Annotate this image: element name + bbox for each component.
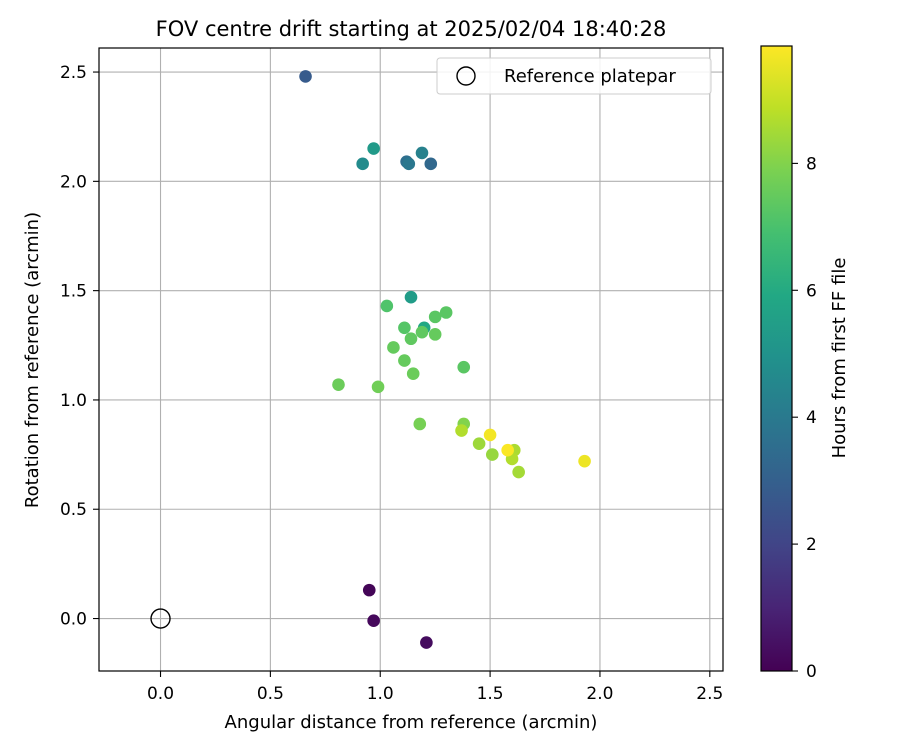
data-point [483, 428, 497, 442]
colorbar-tick-label: 6 [806, 281, 817, 301]
reference-platepar-marker [150, 608, 171, 629]
y-tick-label: 0.5 [60, 500, 87, 520]
x-tick-label: 0.0 [147, 684, 174, 704]
x-tick-label: 1.5 [477, 684, 504, 704]
data-point [485, 448, 499, 461]
y-axis-label: Rotation from reference (arcmin) [22, 212, 43, 508]
data-point [420, 636, 433, 649]
x-tick-label: 0.5 [257, 684, 284, 704]
data-point [428, 310, 442, 324]
data-point [457, 360, 471, 374]
data-point [428, 328, 442, 341]
data-point [472, 437, 486, 450]
data-points [299, 70, 591, 649]
data-point [371, 380, 385, 394]
data-point [362, 583, 376, 597]
legend-marker-icon [456, 66, 476, 86]
x-axis-label: Angular distance from reference (arcmin) [225, 712, 598, 733]
y-tick-label: 0.0 [60, 610, 87, 630]
grid [99, 48, 723, 671]
plot-frame [98, 47, 724, 672]
colorbar-gradient [760, 45, 793, 672]
reference-layer [150, 608, 171, 629]
colorbar-tick-label: 0 [806, 662, 817, 682]
legend: Reference platepar [436, 57, 712, 95]
data-point [299, 70, 312, 83]
data-point [578, 454, 591, 468]
chart-title: FOV centre drift starting at 2025/02/04 … [156, 17, 667, 41]
data-point [367, 614, 380, 628]
colorbar-tick-label: 8 [806, 154, 817, 174]
colorbar-tick-label: 2 [806, 535, 817, 555]
data-point [398, 321, 411, 335]
x-axis-ticks: 0.0 0.5 1.0 1.5 2.0 2.5 [147, 671, 723, 704]
x-tick-label: 2.5 [696, 684, 723, 704]
data-point [387, 341, 400, 354]
data-point [424, 157, 438, 171]
x-tick-label: 1.0 [367, 684, 394, 704]
colorbar-label: Hours from first FF file [829, 258, 850, 459]
colorbar-tick-label: 4 [806, 408, 817, 428]
data-point [415, 146, 429, 160]
data-point [404, 332, 418, 346]
colorbar-ticks: 0 2 4 6 8 [792, 154, 817, 682]
data-point [332, 378, 345, 391]
data-point [501, 443, 514, 457]
y-tick-label: 1.0 [60, 391, 87, 411]
data-point [356, 157, 369, 171]
data-point [380, 299, 394, 313]
data-point [404, 290, 418, 304]
legend-box [436, 57, 712, 95]
data-point [398, 354, 411, 367]
y-tick-label: 2.0 [60, 172, 87, 192]
data-point [413, 417, 427, 431]
data-point [439, 306, 453, 319]
colorbar: 0 2 4 6 8 Hours from first FF file [760, 45, 850, 682]
data-point [402, 157, 416, 171]
legend-label: Reference platepar [504, 66, 676, 87]
y-tick-label: 1.5 [60, 282, 87, 302]
x-tick-label: 2.0 [586, 684, 613, 704]
data-point [455, 424, 468, 437]
data-point [415, 325, 429, 339]
y-tick-label: 2.5 [60, 63, 87, 83]
y-axis-ticks: 0.0 0.5 1.0 1.5 2.0 2.5 [60, 63, 99, 630]
data-point [367, 142, 380, 155]
data-point [512, 465, 525, 479]
data-point [406, 367, 420, 381]
